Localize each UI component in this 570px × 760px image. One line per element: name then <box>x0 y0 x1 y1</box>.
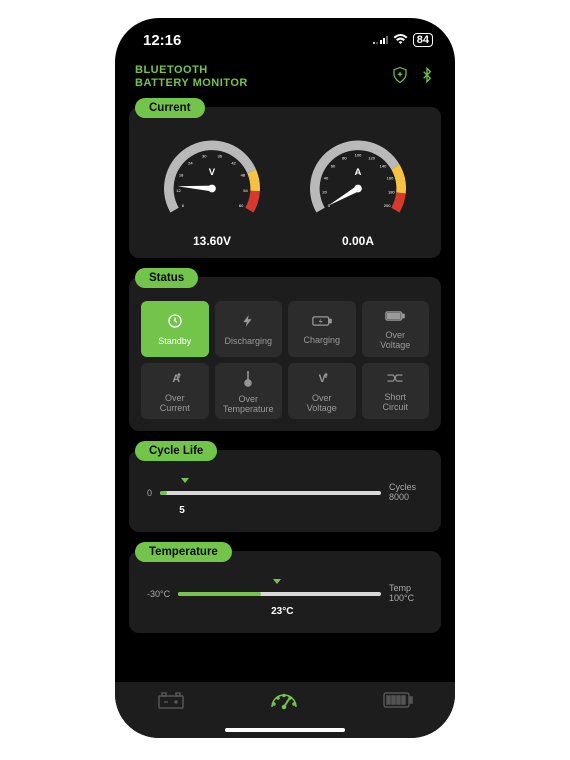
svg-text:30: 30 <box>202 153 207 158</box>
temperature-chip: Temperature <box>135 542 232 562</box>
status-tile-label: OverTemperature <box>223 394 274 414</box>
cellular-icon <box>372 32 388 49</box>
cycle-chip: Cycle Life <box>135 441 217 461</box>
bolt-icon <box>241 313 255 332</box>
svg-text:200: 200 <box>384 203 391 208</box>
svg-text:60: 60 <box>331 164 336 169</box>
svg-text:180: 180 <box>388 190 395 195</box>
svg-text:18: 18 <box>179 173 184 178</box>
phone-frame: 12:16 84 BLUETOOTH BATTERY MONITOR Curre… <box>115 18 455 738</box>
svg-text:160: 160 <box>387 176 394 181</box>
status-section: Status Standby Discharging Charging OverVol… <box>129 268 441 431</box>
amperage-gauge: 0 20 40 60 80 100 120 140 160 180 200 A 0.00A <box>293 129 423 248</box>
cycle-panel: 0 Cycles 8000 5 <box>129 450 441 532</box>
temperature-panel: -30°C Temp 100°C 23°C <box>129 551 441 633</box>
temp-min-label: -30°C <box>147 589 170 599</box>
status-tile-label: Standby <box>158 336 191 346</box>
current-chip: Current <box>135 98 205 118</box>
svg-text:100: 100 <box>355 152 362 157</box>
content: Current 6 12 18 24 30 36 42 48 54 60 V 13.60V 0 20 4… <box>115 98 455 682</box>
voltage-gauge: 6 12 18 24 30 36 42 48 54 60 V 13.60V <box>147 129 277 248</box>
svg-text:24: 24 <box>188 160 193 165</box>
cycle-value: 5 <box>179 505 185 516</box>
cycle-max-label: Cycles 8000 <box>389 483 423 503</box>
svg-text:40: 40 <box>324 176 329 181</box>
svg-text:80: 80 <box>342 155 347 160</box>
temp-marker-icon <box>273 579 281 584</box>
status-tile-label: OverCurrent <box>160 393 190 413</box>
cycle-marker-icon <box>181 478 189 483</box>
status-panel: Standby Discharging Charging OverVoltage A Ov… <box>129 277 441 431</box>
battery-full-icon <box>385 309 405 326</box>
status-tile-label: Discharging <box>224 336 272 346</box>
temp-max-label: Temp 100°C <box>389 584 423 604</box>
svg-text:6: 6 <box>182 203 185 208</box>
status-tile-over-voltage-2[interactable]: V OverVoltage <box>288 363 356 419</box>
shield-icon[interactable] <box>391 66 409 89</box>
app-title: BLUETOOTH BATTERY MONITOR <box>135 64 381 89</box>
current-panel: 6 12 18 24 30 36 42 48 54 60 V 13.60V 0 20 40 60 80 100… <box>129 107 441 258</box>
amperage-value: 0.00A <box>293 234 423 248</box>
status-tile-over-current[interactable]: A OverCurrent <box>141 363 209 419</box>
cycle-section: Cycle Life 0 Cycles 8000 5 <box>129 441 441 532</box>
status-tile-label: OverVoltage <box>307 393 337 413</box>
temp-bar <box>178 592 381 596</box>
svg-text:48: 48 <box>241 173 246 178</box>
svg-text:V: V <box>209 167 216 178</box>
svg-text:12: 12 <box>176 188 181 193</box>
svg-text:20: 20 <box>322 190 327 195</box>
status-icons: 84 <box>372 32 433 49</box>
home-indicator[interactable] <box>225 728 345 732</box>
status-tile-discharging[interactable]: Discharging <box>215 301 283 357</box>
status-tile-label: OverVoltage <box>380 330 410 350</box>
svg-text:54: 54 <box>243 188 248 193</box>
status-tile-label: ShortCircuit <box>382 392 408 412</box>
current-section: Current 6 12 18 24 30 36 42 48 54 60 V 13.60V 0 20 4… <box>129 98 441 258</box>
svg-text:0: 0 <box>328 203 331 208</box>
bluetooth-icon[interactable] <box>419 66 435 89</box>
clock: 12:16 <box>143 32 181 49</box>
temp-value: 23°C <box>271 606 293 617</box>
voltage-value: 13.60V <box>147 234 277 248</box>
status-tile-short-circuit[interactable]: ShortCircuit <box>362 363 430 419</box>
battery-indicator: 84 <box>413 33 433 47</box>
capacity-tab[interactable] <box>383 692 413 713</box>
cycle-bar <box>160 491 381 495</box>
status-chip: Status <box>135 268 198 288</box>
short-icon <box>386 371 404 388</box>
svg-text:120: 120 <box>368 155 375 160</box>
svg-text:A: A <box>355 167 362 178</box>
app-header: BLUETOOTH BATTERY MONITOR <box>115 62 455 98</box>
svg-text:140: 140 <box>380 164 387 169</box>
svg-text:36: 36 <box>218 153 223 158</box>
status-tile-charging[interactable]: Charging <box>288 301 356 357</box>
clock-icon <box>167 313 183 332</box>
cycle-min-label: 0 <box>147 488 152 498</box>
dashboard-tab[interactable] <box>269 690 299 715</box>
battery-tab[interactable] <box>157 690 185 715</box>
battery-charge-icon <box>312 314 332 331</box>
status-tile-label: Charging <box>303 335 340 345</box>
wifi-icon <box>393 32 408 49</box>
thermo-icon <box>242 369 254 390</box>
svg-text:60: 60 <box>239 203 244 208</box>
v-up-icon: V <box>314 370 330 389</box>
status-tile-over-temperature[interactable]: OverTemperature <box>215 363 283 419</box>
svg-text:42: 42 <box>231 160 236 165</box>
status-tile-standby[interactable]: Standby <box>141 301 209 357</box>
status-tile-over-voltage[interactable]: OverVoltage <box>362 301 430 357</box>
a-up-icon: A <box>167 370 183 389</box>
status-bar: 12:16 84 <box>115 18 455 62</box>
temperature-section: Temperature -30°C Temp 100°C 23°C <box>129 542 441 633</box>
